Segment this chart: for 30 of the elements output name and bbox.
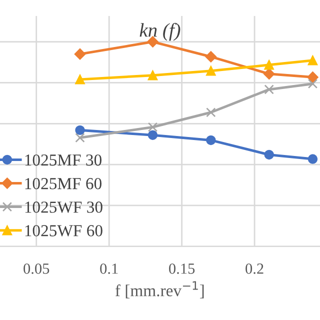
chart-title: kn (f) bbox=[140, 22, 180, 41]
point bbox=[148, 130, 158, 140]
point bbox=[206, 135, 216, 146]
point bbox=[264, 84, 274, 94]
point bbox=[263, 68, 275, 80]
legend-label: 1025WF 60 bbox=[25, 225, 102, 236]
legend-label: 1025MF 30 bbox=[25, 154, 102, 166]
point bbox=[148, 70, 158, 80]
x-tick-label: 0.05 bbox=[24, 264, 50, 274]
x-tick-label: 0.2 bbox=[246, 264, 264, 274]
point bbox=[206, 66, 216, 76]
point bbox=[74, 48, 86, 60]
point bbox=[148, 122, 158, 132]
point bbox=[205, 51, 217, 62]
point bbox=[307, 72, 318, 83]
point bbox=[308, 154, 318, 164]
point bbox=[75, 125, 85, 136]
point bbox=[264, 60, 274, 70]
legend-label: 1025MF 60 bbox=[25, 178, 102, 190]
point bbox=[75, 74, 85, 84]
point bbox=[308, 78, 318, 89]
x-axis-title: f [mm.rev$^{−1}$] bbox=[115, 281, 204, 298]
point bbox=[206, 108, 216, 118]
legend-label: 1025WF 30 bbox=[25, 202, 102, 213]
point bbox=[75, 132, 85, 143]
point bbox=[264, 150, 274, 160]
x-tick-label: 0.15 bbox=[169, 264, 195, 274]
x-tick-label: 0.1 bbox=[100, 264, 118, 274]
point bbox=[147, 36, 158, 48]
point bbox=[308, 56, 318, 66]
